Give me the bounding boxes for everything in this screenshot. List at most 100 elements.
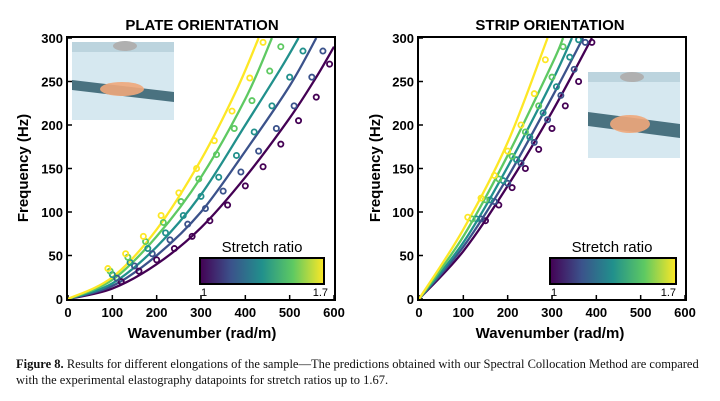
model-curve xyxy=(418,37,573,300)
y-tick-label: 250 xyxy=(392,75,414,90)
data-point xyxy=(224,201,232,209)
y-tick-label: 250 xyxy=(41,75,63,90)
data-point xyxy=(117,278,125,286)
colorbar-max-label: 1.7 xyxy=(313,287,328,299)
x-tick-label: 300 xyxy=(190,305,212,320)
data-point xyxy=(228,107,236,115)
colorbar: Stretch ratio 1 1.7 xyxy=(549,239,677,299)
colorbar-gradient xyxy=(199,257,325,285)
colorbar-max-label: 1.7 xyxy=(661,287,676,299)
caption-label: Figure 8. xyxy=(16,357,64,371)
y-tick-label: 0 xyxy=(407,292,414,307)
data-point xyxy=(170,245,178,253)
data-point xyxy=(508,184,516,192)
figure-caption: Figure 8. Results for different elongati… xyxy=(16,356,706,388)
data-point xyxy=(237,168,245,176)
data-point xyxy=(541,56,549,64)
data-point xyxy=(477,194,485,202)
data-point xyxy=(539,109,547,117)
data-point xyxy=(277,43,285,51)
data-point xyxy=(219,187,227,195)
data-point xyxy=(517,121,525,129)
data-point xyxy=(113,274,121,282)
plate-orientation-panel: PLATE ORIENTATION Frequency (Hz) Wavenum… xyxy=(15,17,345,342)
x-tick-label: 600 xyxy=(674,305,696,320)
data-point xyxy=(197,192,205,200)
data-point xyxy=(535,145,543,153)
x-tick-label: 200 xyxy=(146,305,168,320)
data-point xyxy=(495,175,503,183)
data-point xyxy=(526,133,534,141)
data-point xyxy=(130,262,138,270)
x-tick-label: 500 xyxy=(630,305,652,320)
data-point xyxy=(299,47,307,55)
data-point xyxy=(179,211,187,219)
data-point xyxy=(530,138,538,146)
inset-photo xyxy=(588,72,680,158)
data-point xyxy=(504,147,512,155)
data-point xyxy=(139,232,147,240)
data-point xyxy=(535,102,543,110)
y-tick-label: 300 xyxy=(41,31,63,46)
colorbar-title: Stretch ratio xyxy=(572,239,653,256)
caption-text: Results for different elongations of the… xyxy=(16,357,699,387)
data-point xyxy=(177,198,185,206)
data-point xyxy=(259,163,267,171)
colorbar-min-label: 1 xyxy=(551,287,557,299)
model-curve xyxy=(418,37,565,300)
data-point xyxy=(246,74,254,82)
x-tick-label: 400 xyxy=(585,305,607,320)
data-point xyxy=(570,65,578,73)
model-curve xyxy=(418,37,549,300)
data-point xyxy=(548,73,556,81)
x-tick-label: 400 xyxy=(234,305,256,320)
data-point xyxy=(241,182,249,190)
data-point xyxy=(286,73,294,81)
data-point xyxy=(162,229,170,237)
y-axis-label: Frequency (Hz) xyxy=(367,114,384,222)
x-tick-label: 500 xyxy=(279,305,301,320)
x-tick-label: 100 xyxy=(452,305,474,320)
data-point xyxy=(326,60,334,68)
data-point xyxy=(201,205,209,213)
figure-canvas: PLATE ORIENTATION Frequency (Hz) Wavenum… xyxy=(15,17,696,342)
x-tick-label: 0 xyxy=(64,305,71,320)
y-tick-label: 150 xyxy=(41,162,63,177)
y-tick-label: 0 xyxy=(56,292,63,307)
model-curves xyxy=(418,37,593,300)
data-point xyxy=(255,147,263,155)
data-point xyxy=(548,124,556,132)
data-point xyxy=(272,124,280,132)
data-point xyxy=(259,38,267,46)
data-point xyxy=(210,137,218,145)
data-point xyxy=(277,140,285,148)
data-point xyxy=(268,102,276,110)
data-point xyxy=(175,189,183,197)
plot-frame xyxy=(66,36,336,301)
y-tick-label: 200 xyxy=(392,118,414,133)
data-point xyxy=(561,102,569,110)
x-tick-label: 600 xyxy=(323,305,345,320)
x-tick-label: 0 xyxy=(415,305,422,320)
axis-ticks: 0 100 200 300 400 500 600 0 50 100 150 200 250 300 xyxy=(41,31,345,320)
data-point xyxy=(464,213,472,221)
plot-frame xyxy=(417,36,687,301)
y-tick-label: 100 xyxy=(41,205,63,220)
data-point xyxy=(195,175,203,183)
data-point xyxy=(184,220,192,228)
inset-photo xyxy=(72,41,174,120)
data-point xyxy=(266,67,274,75)
x-tick-label: 200 xyxy=(497,305,519,320)
x-axis-label: Wavenumber (rad/m) xyxy=(128,325,277,342)
data-point xyxy=(513,156,521,164)
data-point xyxy=(490,171,498,179)
data-point xyxy=(581,38,589,46)
data-point xyxy=(213,151,221,159)
y-tick-label: 150 xyxy=(392,162,414,177)
data-point xyxy=(144,245,152,253)
colorbar: Stretch ratio 1 1.7 xyxy=(199,239,328,299)
model-curve xyxy=(67,37,273,301)
data-point xyxy=(544,116,552,124)
y-axis-label: Frequency (Hz) xyxy=(15,114,32,222)
data-points xyxy=(464,36,596,225)
